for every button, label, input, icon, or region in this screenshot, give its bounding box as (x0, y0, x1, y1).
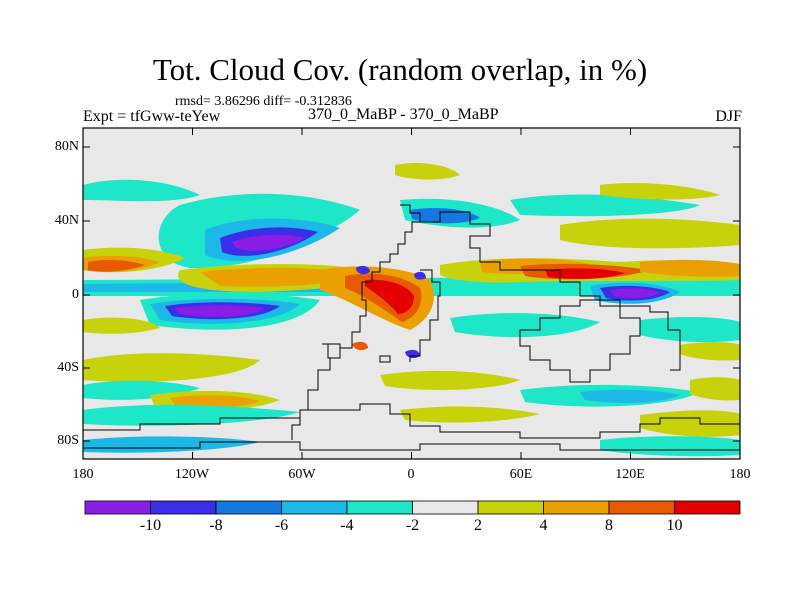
coastlines (83, 204, 740, 451)
anomaly-patch (175, 305, 265, 317)
anomaly-patch (580, 389, 680, 403)
anomaly-patch (610, 288, 660, 298)
y-tick-label: 80N (54, 139, 79, 154)
experiment-label: Expt = tfGww-teYew (83, 108, 221, 125)
colorbar-swatch (543, 500, 610, 515)
anomaly-patch (380, 370, 520, 390)
coastline-antarctica (83, 403, 740, 439)
anomaly-patch (414, 271, 426, 280)
colorbar-swatch (477, 500, 544, 515)
anomaly-patch (356, 265, 370, 275)
x-tick-label: 120W (174, 467, 210, 482)
x-axis-ticks (82, 128, 741, 459)
x-tick-label: 60W (288, 467, 316, 482)
anomaly-patch (88, 259, 145, 272)
colorbar-label: 4 (539, 517, 548, 534)
coastline-africa (409, 269, 441, 362)
anomaly-patch (640, 259, 740, 277)
anomaly-patch (170, 395, 260, 409)
season-label: DJF (715, 108, 742, 125)
chart-title: Tot. Cloud Cov. (random overlap, in %) (152, 52, 648, 87)
y-tick-label: 40N (54, 213, 79, 228)
colorbar-label: -10 (139, 517, 162, 534)
coastline-australia (519, 299, 641, 383)
anomaly-patch (83, 179, 200, 202)
anomaly-patch (352, 341, 368, 351)
colorbar-swatch (150, 500, 217, 515)
colorbar (84, 500, 741, 515)
x-tick-label: 180 (729, 467, 751, 482)
anomaly-patch (83, 404, 300, 426)
colorbar-label: -4 (340, 517, 354, 534)
anomaly-patch (510, 194, 700, 217)
y-axis-ticks (83, 146, 740, 442)
anomaly-patch (232, 234, 305, 251)
anomaly-patch (83, 353, 260, 382)
x-tick-label: 180 (72, 467, 94, 482)
x-tick-label: 60E (509, 467, 533, 482)
x-tick-label: 0 (407, 467, 415, 482)
anomaly-patch (560, 218, 740, 249)
colorbar-label: 8 (605, 517, 613, 534)
anomaly-patch (545, 268, 625, 279)
anomaly-patch (690, 377, 740, 401)
colorbar-label: -2 (405, 517, 420, 534)
colorbar-label: -8 (209, 517, 223, 534)
coastline-south-america (322, 343, 391, 363)
anomaly-patch (395, 163, 460, 180)
coastline-americas (291, 204, 421, 440)
colorbar-swatch (674, 500, 741, 515)
colorbar-swatch (412, 500, 479, 515)
anomaly-patch (640, 410, 740, 437)
coastline-eurasia (420, 211, 520, 271)
colorbar-label: -6 (274, 517, 289, 534)
colorbar-label: 2 (474, 517, 482, 534)
colorbar-swatch (608, 500, 675, 515)
y-tick-label: 80S (57, 433, 79, 448)
anomaly-patch (83, 436, 260, 453)
chart-subtitle: 370_0_MaBP - 370_0_MaBP (308, 106, 499, 123)
anomaly-patch (600, 436, 740, 457)
anomaly-patch (600, 183, 720, 200)
anomaly-patch (83, 317, 160, 334)
coastline-antarctica-south (83, 441, 740, 451)
colorbar-label: 10 (666, 517, 683, 534)
anomaly-patch (680, 341, 740, 361)
anomaly-patch (400, 406, 540, 423)
x-tick-label: 120E (615, 467, 645, 482)
coastline-asia-east (520, 269, 681, 371)
colorbar-swatch (84, 500, 151, 515)
anomaly-field (83, 163, 740, 457)
y-tick-label: 40S (57, 360, 79, 375)
colorbar-swatch (346, 500, 413, 515)
y-tick-label: 0 (72, 287, 79, 302)
stats-text: rmsd= 3.86296 diff= -0.312836 (175, 94, 352, 109)
anomaly-patch (450, 313, 600, 338)
colorbar-swatch (281, 500, 348, 515)
anomaly-patch (640, 316, 740, 343)
colorbar-swatch (215, 500, 282, 515)
anomaly-patch (365, 279, 414, 314)
